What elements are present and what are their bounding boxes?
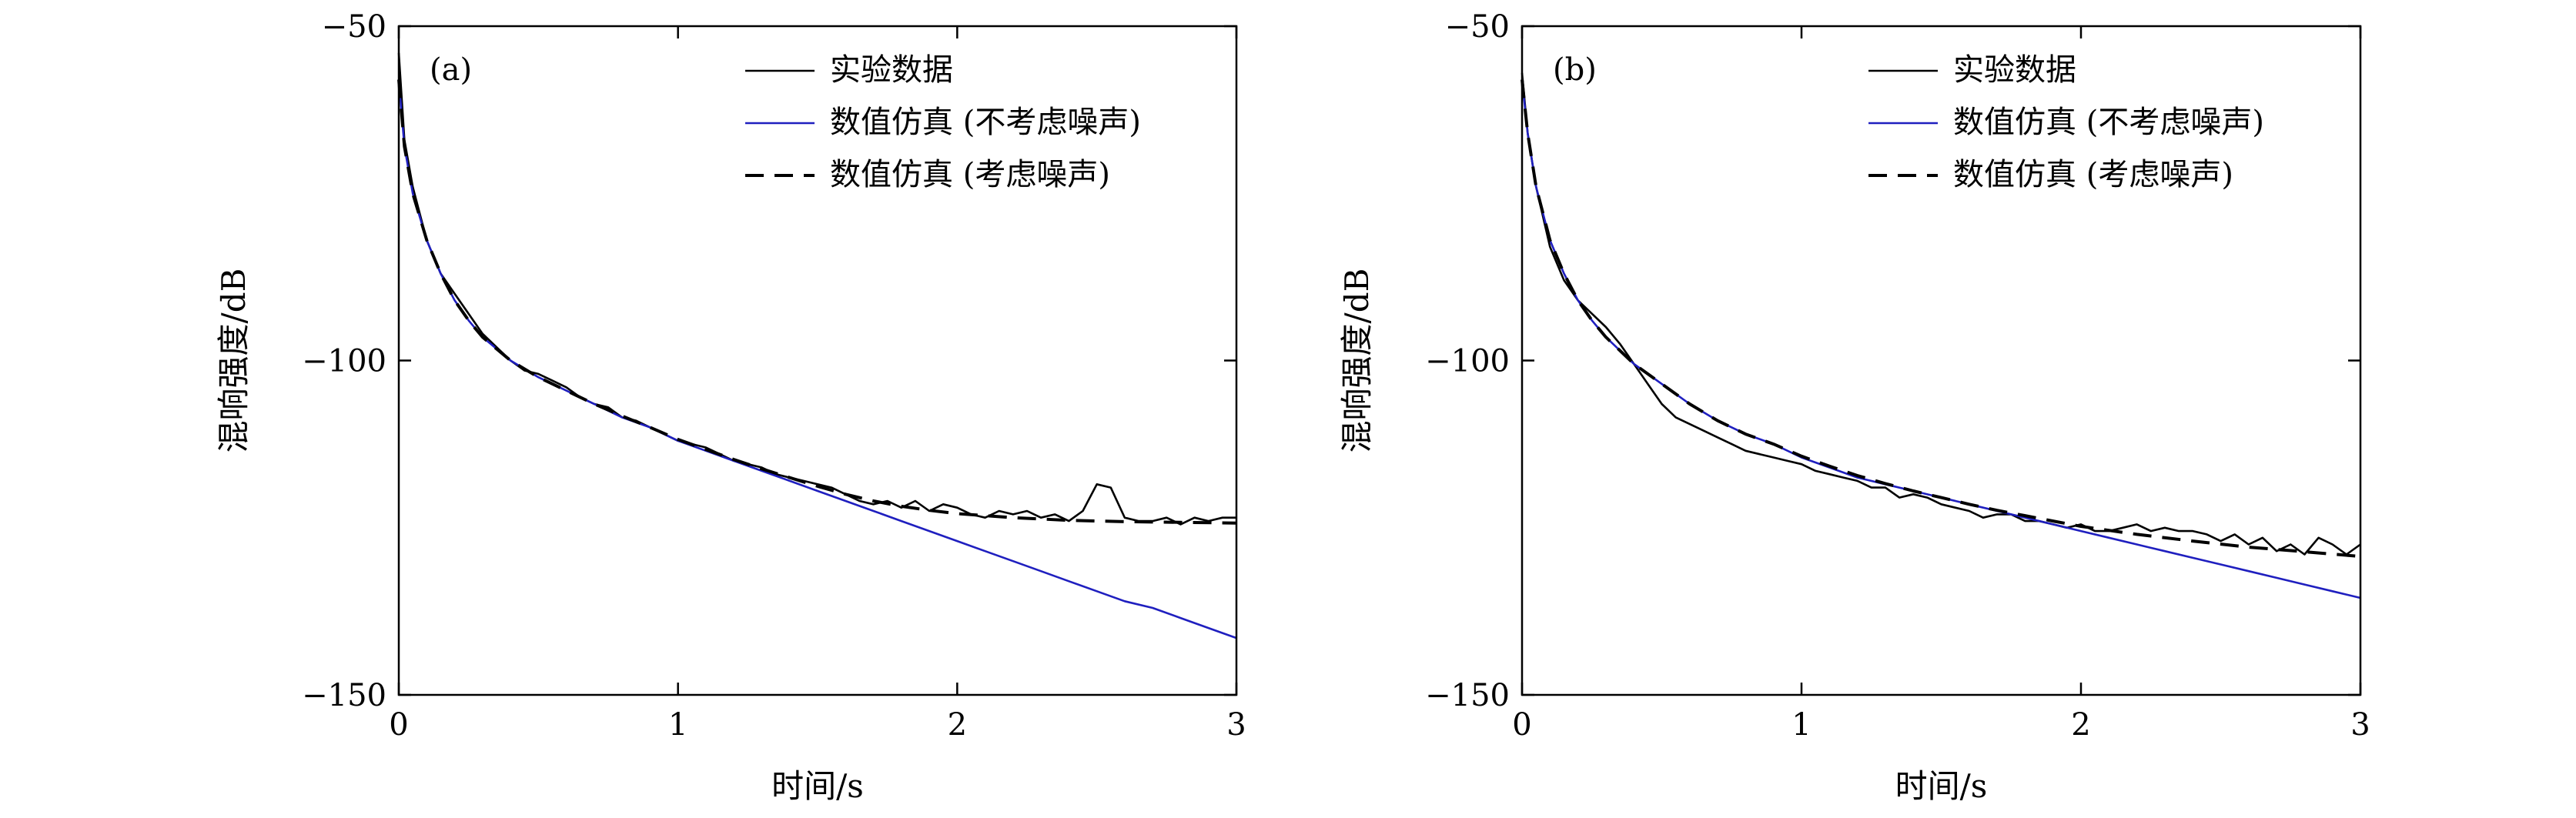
x-tick-label: 3 <box>1226 707 1246 743</box>
series-line-sim-noise <box>1521 79 2361 559</box>
y-tick-label: −50 <box>322 9 386 45</box>
ticks-layer: 0 1 2 3 −50 −100 −150 <box>302 9 1246 743</box>
y-axis-label: 混响强度/dB <box>215 269 253 453</box>
series-line-sim-noise <box>397 79 1237 525</box>
x-tick-label: 0 <box>389 707 408 743</box>
x-axis-label: 时间/s <box>1895 767 1988 805</box>
y-tick-label: −50 <box>1445 9 1510 45</box>
legend-label-sim-noise: 数值仿真 (考虑噪声) <box>830 157 1110 192</box>
series-line-experimental <box>1521 72 2361 556</box>
x-tick-label: 1 <box>668 707 687 743</box>
legend-label-experimental: 实验数据 <box>830 52 953 88</box>
y-tick-label: −150 <box>302 678 386 713</box>
plot-frame <box>397 25 1238 696</box>
series-layer <box>1521 72 2361 599</box>
legend: 实验数据 数值仿真 (不考虑噪声) 数值仿真 (考虑噪声) <box>745 52 1141 192</box>
chart-panel-b: 0 1 2 3 −50 −100 −150 (b) 时间/s 混响强度/dB 实验数据 数值… <box>1338 9 2370 805</box>
y-axis-label: 混响强度/dB <box>1338 269 1376 453</box>
y-tick-label: −150 <box>1425 678 1510 713</box>
y-tick-label: −100 <box>1425 344 1510 379</box>
plot-frame <box>1521 25 2362 696</box>
ticks-layer: 0 1 2 3 −50 −100 −150 <box>1425 9 2370 743</box>
x-tick-label: 0 <box>1512 707 1531 743</box>
x-tick-label: 2 <box>2071 707 2090 743</box>
legend-label-sim-no-noise: 数值仿真 (不考虑噪声) <box>1953 105 2264 140</box>
x-tick-label: 3 <box>2350 707 2370 743</box>
series-layer <box>397 52 1237 639</box>
legend-label-sim-no-noise: 数值仿真 (不考虑噪声) <box>830 105 1141 140</box>
panel-label: (b) <box>1553 52 1597 88</box>
x-axis-label: 时间/s <box>771 767 864 805</box>
x-tick-label: 2 <box>948 707 967 743</box>
y-tick-label: −100 <box>302 344 386 379</box>
panel-label: (a) <box>430 52 472 88</box>
legend-label-experimental: 实验数据 <box>1953 52 2076 88</box>
legend: 实验数据 数值仿真 (不考虑噪声) 数值仿真 (考虑噪声) <box>1868 52 2264 192</box>
legend-label-sim-noise: 数值仿真 (考虑噪声) <box>1953 157 2233 192</box>
x-tick-label: 1 <box>1791 707 1811 743</box>
chart-panel-a: 0 1 2 3 −50 −100 −150 (a) 时间/s 混响强度/dB 实验数据 数值… <box>215 9 1246 805</box>
